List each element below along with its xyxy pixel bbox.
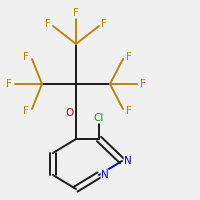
Text: F: F — [126, 106, 132, 116]
Text: F: F — [126, 52, 132, 62]
Text: F: F — [23, 106, 29, 116]
Text: N: N — [124, 156, 132, 166]
Text: F: F — [140, 79, 146, 89]
Text: F: F — [6, 79, 12, 89]
Text: Cl: Cl — [94, 113, 104, 123]
Text: F: F — [73, 8, 79, 18]
Text: N: N — [101, 170, 109, 180]
Text: F: F — [101, 19, 107, 29]
Text: F: F — [45, 19, 51, 29]
Text: O: O — [66, 108, 74, 118]
Text: F: F — [23, 52, 29, 62]
